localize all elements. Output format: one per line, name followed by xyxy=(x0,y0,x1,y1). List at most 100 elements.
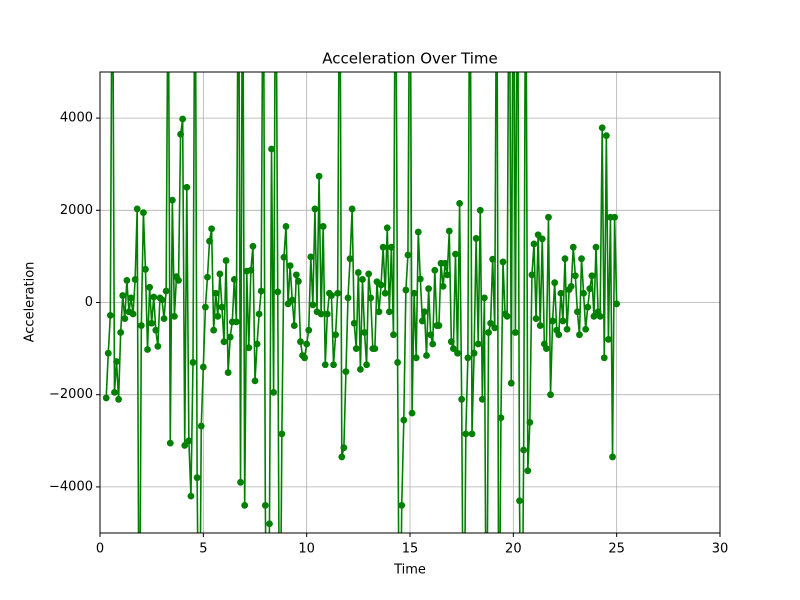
data-point xyxy=(526,418,534,426)
y-tick-label: 4000 xyxy=(60,111,93,126)
data-point xyxy=(255,310,263,318)
x-tick-label: 20 xyxy=(505,542,522,557)
data-point xyxy=(476,206,484,214)
data-point xyxy=(181,442,189,449)
data-point xyxy=(578,255,585,263)
data-point xyxy=(458,395,466,403)
data-point xyxy=(352,345,360,352)
data-point xyxy=(516,497,523,505)
data-point xyxy=(119,292,127,299)
data-point xyxy=(478,395,486,403)
data-point xyxy=(598,124,606,132)
data-point xyxy=(350,319,358,327)
x-tick-label: 25 xyxy=(608,542,625,557)
data-point xyxy=(555,331,563,339)
data-point xyxy=(454,349,461,357)
x-tick-label: 0 xyxy=(96,542,104,557)
data-point xyxy=(183,183,191,191)
data-point xyxy=(268,145,275,153)
data-point xyxy=(317,310,325,318)
data-point xyxy=(363,361,370,369)
data-point xyxy=(142,265,149,273)
data-point xyxy=(586,285,594,293)
data-point xyxy=(574,308,581,316)
data-point xyxy=(152,326,160,334)
data-point xyxy=(199,363,207,371)
data-point xyxy=(348,205,356,213)
data-point xyxy=(445,227,453,235)
data-point xyxy=(340,444,348,452)
data-point xyxy=(400,416,408,424)
data-point xyxy=(543,345,550,352)
data-point xyxy=(425,285,432,293)
data-point xyxy=(158,296,166,304)
y-axis-label: Acceleration xyxy=(23,262,38,343)
data-point xyxy=(208,225,216,233)
data-point xyxy=(334,289,342,297)
data-point xyxy=(503,312,511,320)
data-point xyxy=(113,358,120,365)
data-point xyxy=(226,333,234,341)
data-point xyxy=(222,257,230,264)
data-point xyxy=(245,344,253,352)
data-point xyxy=(280,253,288,261)
data-point xyxy=(534,231,542,239)
data-point xyxy=(563,325,571,333)
data-point xyxy=(532,315,540,323)
data-point xyxy=(398,501,406,509)
data-point xyxy=(133,205,141,213)
data-point xyxy=(354,269,362,276)
data-point xyxy=(290,322,298,329)
data-point xyxy=(315,172,323,180)
data-point xyxy=(520,446,528,454)
data-point xyxy=(278,430,286,438)
data-point xyxy=(342,368,350,376)
data-point xyxy=(536,322,544,329)
x-tick-label: 5 xyxy=(199,542,207,557)
data-point xyxy=(224,369,232,376)
x-tick-label: 30 xyxy=(712,542,729,557)
data-point xyxy=(491,324,499,332)
x-tick-label: 15 xyxy=(402,542,419,557)
data-point xyxy=(365,270,373,278)
data-point xyxy=(377,281,385,289)
data-point xyxy=(117,329,125,336)
data-point xyxy=(185,437,193,445)
y-tick-label: −2000 xyxy=(49,387,93,402)
data-point xyxy=(609,453,616,461)
data-point xyxy=(485,329,492,336)
data-point xyxy=(419,317,426,325)
data-point xyxy=(282,223,290,230)
data-point xyxy=(569,243,577,251)
data-point xyxy=(162,287,170,295)
data-point xyxy=(309,301,317,309)
data-point xyxy=(218,303,226,311)
data-point xyxy=(474,340,482,348)
data-point xyxy=(379,243,387,251)
data-point xyxy=(146,283,154,291)
data-point xyxy=(140,209,147,217)
data-point xyxy=(270,388,277,396)
data-point xyxy=(431,266,439,274)
data-point xyxy=(381,289,389,297)
data-point xyxy=(462,430,470,438)
data-point xyxy=(580,289,587,297)
data-point xyxy=(212,289,220,297)
data-point xyxy=(390,331,397,339)
data-point xyxy=(450,345,457,352)
data-point xyxy=(383,224,391,232)
data-point xyxy=(102,394,110,402)
data-point xyxy=(412,354,420,362)
data-point xyxy=(204,273,211,281)
data-point xyxy=(257,287,265,295)
data-point xyxy=(371,345,379,352)
data-point xyxy=(297,338,304,346)
data-point xyxy=(611,213,618,221)
data-point xyxy=(301,354,308,362)
data-point xyxy=(233,318,240,326)
data-point xyxy=(416,275,424,283)
data-point xyxy=(470,349,478,357)
data-point xyxy=(288,296,296,304)
data-point xyxy=(385,308,393,316)
